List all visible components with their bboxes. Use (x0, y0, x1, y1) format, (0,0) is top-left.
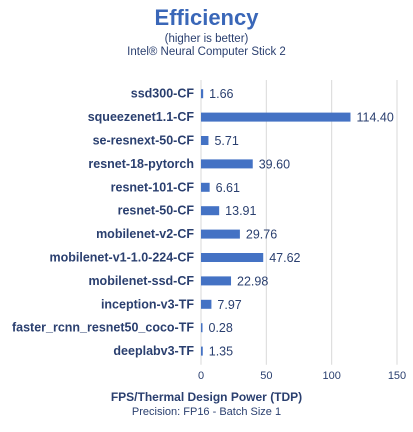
category-label: inception-v3-TF (101, 297, 194, 311)
value-label: 5.71 (214, 134, 238, 148)
category-label: faster_rcnn_resnet50_coco-TF (12, 321, 194, 335)
category-label: squeezenet1.1-CF (88, 110, 195, 124)
chart-subtitle-device: Intel® Neural Computer Stick 2 (127, 46, 286, 58)
bar (201, 323, 203, 333)
chart-title: Efficiency (154, 5, 259, 30)
bar (201, 136, 209, 145)
bar (201, 182, 210, 192)
value-label: 1.66 (209, 87, 233, 101)
x-tick-label: 50 (260, 370, 272, 382)
category-label: mobilenet-ssd-CF (88, 274, 194, 288)
x-axis-title: FPS/Thermal Design Power (TDP) (110, 390, 303, 404)
category-label: resnet-101-CF (111, 180, 195, 194)
x-tick-label: 100 (322, 370, 340, 382)
value-label: 47.62 (269, 251, 300, 265)
category-label: resnet-50-CF (118, 204, 195, 218)
bar (201, 346, 203, 356)
category-label: ssd300-CF (131, 87, 195, 101)
category-label: mobilenet-v1-1.0-224-CF (50, 251, 195, 265)
value-label: 0.28 (209, 321, 233, 335)
value-label: 13.91 (225, 204, 256, 218)
bar (201, 253, 264, 262)
value-label: 29.76 (246, 228, 277, 242)
value-label: 7.97 (217, 298, 241, 312)
bar (201, 299, 212, 309)
x-tick-label: 150 (388, 370, 406, 382)
chart-subtitle: (higher is better) (164, 33, 249, 45)
category-label: mobilenet-v2-CF (96, 227, 194, 241)
value-label: 1.35 (209, 345, 233, 359)
bar (201, 276, 232, 286)
bar (201, 229, 240, 239)
value-label: 114.40 (356, 111, 393, 125)
bar (201, 159, 253, 169)
bar (201, 89, 204, 99)
bar (201, 206, 220, 216)
value-label: 22.98 (237, 274, 268, 288)
bar (201, 112, 351, 122)
category-label: deeplabv3-TF (113, 344, 194, 358)
value-label: 39.60 (259, 157, 290, 171)
value-label: 6.61 (216, 181, 240, 195)
category-label: se-resnext-50-CF (93, 134, 195, 148)
category-label: resnet-18-pytorch (88, 157, 194, 171)
x-tick-label: 0 (198, 370, 204, 382)
chart-footnote: Precision: FP16 - Batch Size 1 (131, 406, 282, 418)
